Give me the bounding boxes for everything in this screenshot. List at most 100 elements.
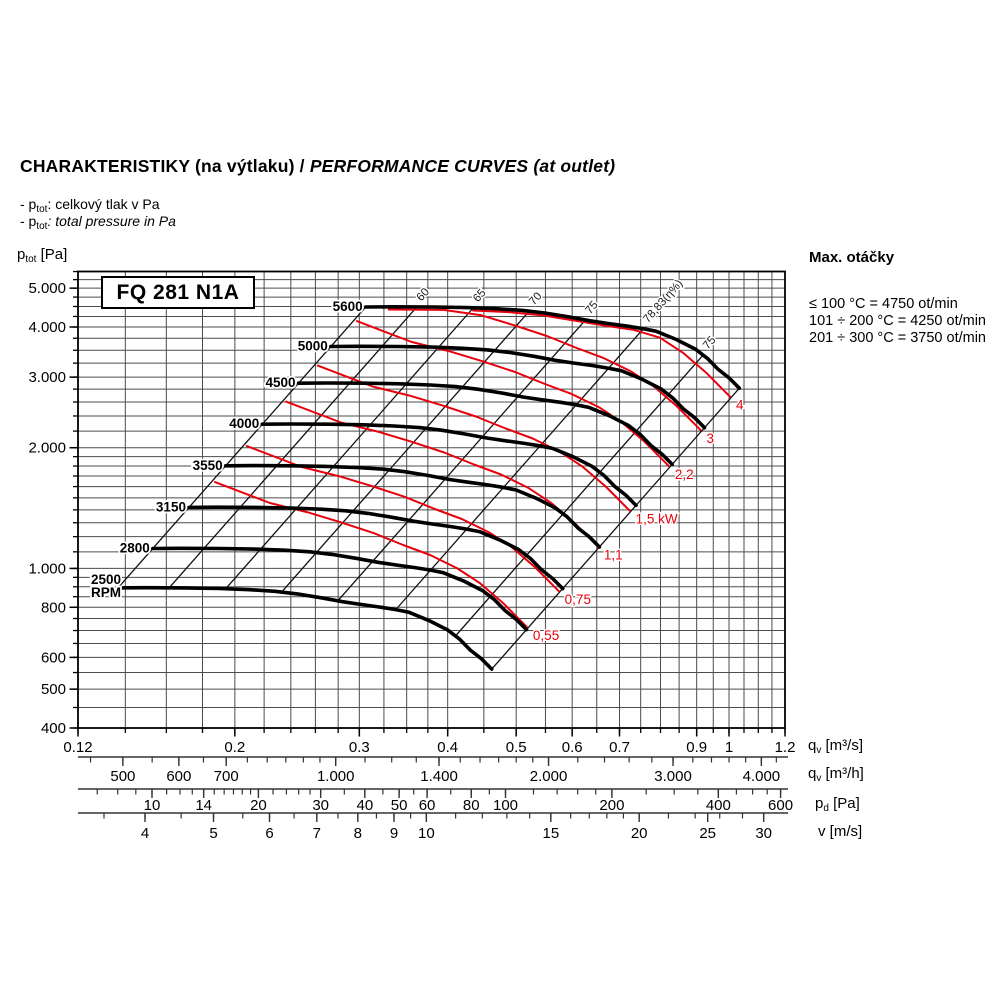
axis-v-tick: 15 bbox=[542, 825, 559, 842]
power-curve-4 bbox=[472, 309, 731, 398]
efficiency-label: 65 bbox=[471, 287, 488, 305]
efficiency-label: 75 bbox=[583, 299, 600, 317]
x-tick-qv-m3s: 0.4 bbox=[437, 739, 458, 756]
axis-pd-tick: 80 bbox=[463, 797, 480, 814]
max-speed-line: 201 ÷ 300 °C = 3750 ot/min bbox=[809, 330, 986, 346]
rpm-curve-5000 bbox=[329, 344, 707, 430]
model-label-box: FQ 281 N1A bbox=[101, 276, 255, 309]
rpm-label-4500: 4500 bbox=[265, 375, 295, 390]
axis-v-tick: 7 bbox=[313, 825, 321, 842]
axis-qv-m3h-tick: 500 bbox=[110, 768, 135, 785]
y-unit-bracket: [Pa] bbox=[36, 246, 68, 263]
power-label-0-75: 0,75 bbox=[565, 592, 591, 607]
x-axis-unit-v: v [m/s] bbox=[818, 823, 862, 842]
axis-qv-m3h-tick: 700 bbox=[214, 768, 239, 785]
unit-subscript: v bbox=[816, 745, 822, 756]
power-label-0-55: 0,55 bbox=[533, 628, 559, 643]
rpm-unit-label: RPM bbox=[91, 585, 121, 600]
efficiency-line-boundary bbox=[117, 306, 367, 589]
y-tick: 3.000 bbox=[28, 369, 66, 386]
rpm-curve-5600 bbox=[363, 305, 742, 390]
unit-bracket: [m³/h] bbox=[821, 765, 864, 782]
y-axis-unit-label: ptot [Pa] bbox=[17, 246, 67, 265]
page-title: CHARAKTERISTIKY (na výtlaku) / PERFORMAN… bbox=[20, 156, 615, 177]
y-tick: 500 bbox=[41, 681, 66, 698]
efficiency-line-70 bbox=[281, 310, 530, 593]
unit-subscript: v bbox=[816, 773, 822, 784]
x-axis-unit-pd: pd [Pa] bbox=[815, 795, 860, 814]
axis-qv-m3h-tick: 3.000 bbox=[654, 768, 692, 785]
y-tick: 400 bbox=[41, 720, 66, 737]
axis-qv-m3h-tick: 2.000 bbox=[530, 768, 568, 785]
axis-v-tick: 10 bbox=[418, 825, 435, 842]
max-speed-line: 101 ÷ 200 °C = 4250 ot/min bbox=[809, 313, 986, 329]
rpm-label-5600: 5600 bbox=[333, 299, 363, 314]
axis-v-tick: 5 bbox=[209, 825, 217, 842]
rpm-label-5000: 5000 bbox=[298, 339, 328, 354]
subtitle-cz-prefix: - p bbox=[20, 196, 37, 212]
rpm-curve-2800 bbox=[151, 546, 529, 632]
efficiency-label: 60 bbox=[415, 286, 432, 304]
main-axes: 0.12 0.2 0.3 0.4 0.5 0.6 0.7 0.9 1 1.2 400 500 600 80… bbox=[28, 270, 796, 756]
axis-pd-tick: 60 bbox=[419, 797, 436, 814]
axis-v-tick: 25 bbox=[699, 825, 716, 842]
x-tick-qv-m3s: 1 bbox=[725, 739, 733, 756]
axis-v: 4 5 6 7 8 9 10 15 20 25 30 bbox=[78, 812, 788, 842]
subtitle-czech: - ptot: celkový tlak v Pa bbox=[20, 196, 160, 215]
rpm-label-4000: 4000 bbox=[229, 416, 259, 431]
y-tick: 600 bbox=[41, 649, 66, 666]
axis-qv-m3h-tick: 1.400 bbox=[420, 768, 458, 785]
axis-pd-tick: 30 bbox=[312, 797, 329, 814]
title-english: PERFORMANCE CURVES (at outlet) bbox=[309, 156, 616, 176]
unit-bracket: [m³/s] bbox=[821, 737, 864, 754]
x-tick-qv-m3s: 0.2 bbox=[224, 739, 245, 756]
y-tick: 4.000 bbox=[28, 319, 66, 336]
efficiency-line-60 bbox=[168, 306, 418, 589]
efficiency-line-65 bbox=[225, 307, 474, 590]
unit-bracket: [Pa] bbox=[828, 795, 860, 812]
plot-frame bbox=[77, 270, 786, 729]
power-label-3: 3 bbox=[707, 431, 715, 446]
rpm-curve-2500 bbox=[116, 585, 494, 671]
unit-subscript: d bbox=[823, 803, 829, 814]
x-tick-qv-m3s: 0.3 bbox=[349, 739, 370, 756]
axis-pd-tick: 40 bbox=[356, 797, 373, 814]
axis-pd-tick: 600 bbox=[768, 797, 793, 814]
axis-pd-tick: 100 bbox=[493, 797, 518, 814]
axis-qv-m3h: 500 600 700 1.000 1.400 2.000 3.000 4.000 bbox=[78, 756, 788, 785]
unit-bracket: [m/s] bbox=[825, 823, 863, 840]
axis-pd-tick: 400 bbox=[706, 797, 731, 814]
efficiency-line-boundary bbox=[491, 387, 740, 670]
rpm-label-2800: 2800 bbox=[120, 540, 150, 555]
efficiency-line-75 bbox=[454, 354, 704, 637]
power-label-4: 4 bbox=[736, 398, 744, 413]
efficiency-label: 70 bbox=[527, 290, 544, 308]
unit-symbol: q bbox=[808, 737, 817, 754]
x-tick-qv-m3s: 0.12 bbox=[63, 739, 92, 756]
rpm-label-3150: 3150 bbox=[156, 499, 186, 514]
rpm-curve-3150 bbox=[187, 505, 565, 591]
subtitle-cz-subscript: tot bbox=[36, 204, 48, 215]
axis-qv-m3h-tick: 1.000 bbox=[317, 768, 355, 785]
x-axis-unit-qv-m3h: qv [m³/h] bbox=[808, 765, 864, 784]
max-speed-heading: Max. otáčky bbox=[809, 249, 895, 266]
x-tick-qv-m3s: 0.9 bbox=[686, 739, 707, 756]
title-czech: CHARAKTERISTIKY (na výtlaku) bbox=[20, 156, 295, 176]
power-label-2-2: 2,2 bbox=[675, 467, 694, 482]
subtitle-cz-text: : celkový tlak v Pa bbox=[47, 196, 160, 212]
x-tick-qv-m3s: 0.7 bbox=[609, 739, 630, 756]
x-tick-qv-m3s: 1.2 bbox=[775, 739, 796, 756]
subtitle-en-text: : total pressure in Pa bbox=[47, 213, 176, 229]
unit-symbol: v bbox=[818, 823, 826, 840]
unit-symbol: p bbox=[815, 795, 824, 812]
power-label-1-5: 1,5 kW bbox=[636, 512, 678, 527]
rpm-curve-4500 bbox=[296, 381, 674, 467]
power-curve-3 bbox=[387, 308, 702, 432]
axis-v-tick: 30 bbox=[755, 825, 772, 842]
rpm-curve-4000 bbox=[260, 422, 638, 508]
efficiency-label: 75 bbox=[701, 334, 718, 352]
power-curve-0-75 bbox=[245, 445, 560, 593]
